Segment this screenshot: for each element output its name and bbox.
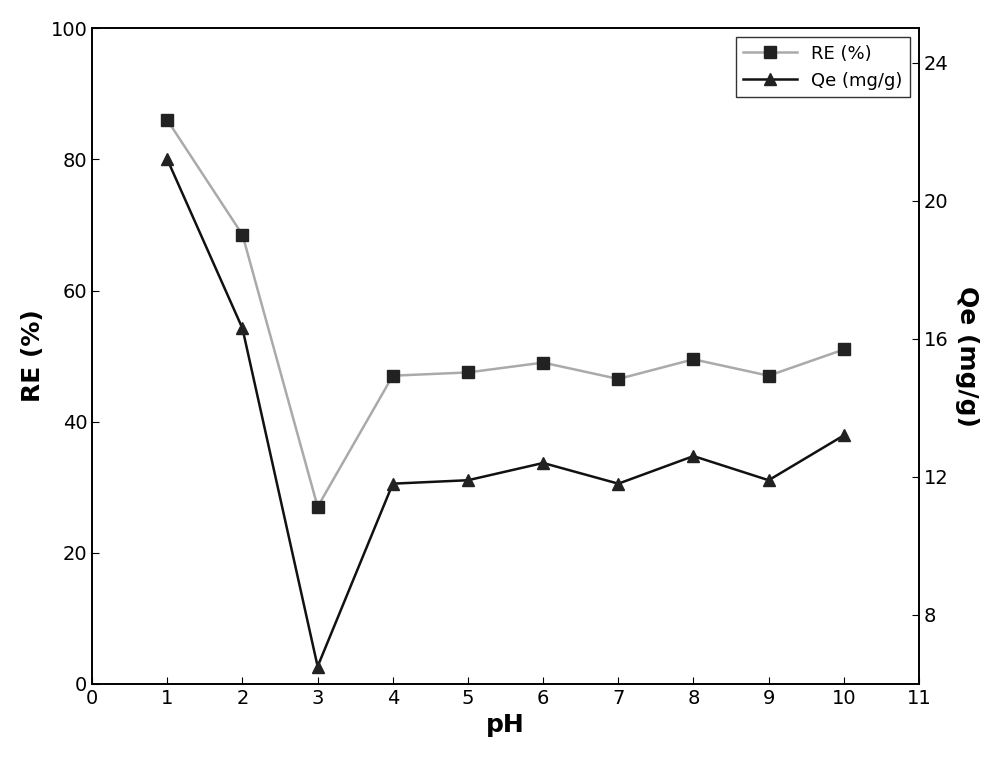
RE (%) bbox=[236, 230, 248, 240]
RE (%) bbox=[687, 355, 699, 364]
RE (%) bbox=[612, 374, 624, 384]
Line: RE (%): RE (%) bbox=[162, 114, 849, 512]
Qe (mg/g) bbox=[537, 459, 549, 468]
X-axis label: pH: pH bbox=[486, 713, 525, 738]
RE (%) bbox=[161, 115, 173, 124]
Y-axis label: RE (%): RE (%) bbox=[21, 310, 45, 402]
Qe (mg/g) bbox=[612, 479, 624, 488]
Y-axis label: Qe (mg/g): Qe (mg/g) bbox=[955, 286, 979, 427]
Qe (mg/g) bbox=[838, 431, 850, 440]
RE (%) bbox=[838, 345, 850, 354]
Qe (mg/g) bbox=[161, 155, 173, 164]
RE (%) bbox=[312, 503, 324, 512]
RE (%) bbox=[462, 368, 474, 377]
RE (%) bbox=[763, 371, 775, 381]
Qe (mg/g) bbox=[236, 324, 248, 333]
RE (%) bbox=[387, 371, 399, 381]
RE (%) bbox=[537, 358, 549, 367]
Qe (mg/g) bbox=[387, 479, 399, 488]
Legend: RE (%), Qe (mg/g): RE (%), Qe (mg/g) bbox=[736, 37, 910, 97]
Qe (mg/g) bbox=[312, 662, 324, 671]
Line: Qe (mg/g): Qe (mg/g) bbox=[162, 154, 849, 672]
Qe (mg/g) bbox=[462, 476, 474, 485]
Qe (mg/g) bbox=[763, 476, 775, 485]
Qe (mg/g) bbox=[687, 452, 699, 461]
